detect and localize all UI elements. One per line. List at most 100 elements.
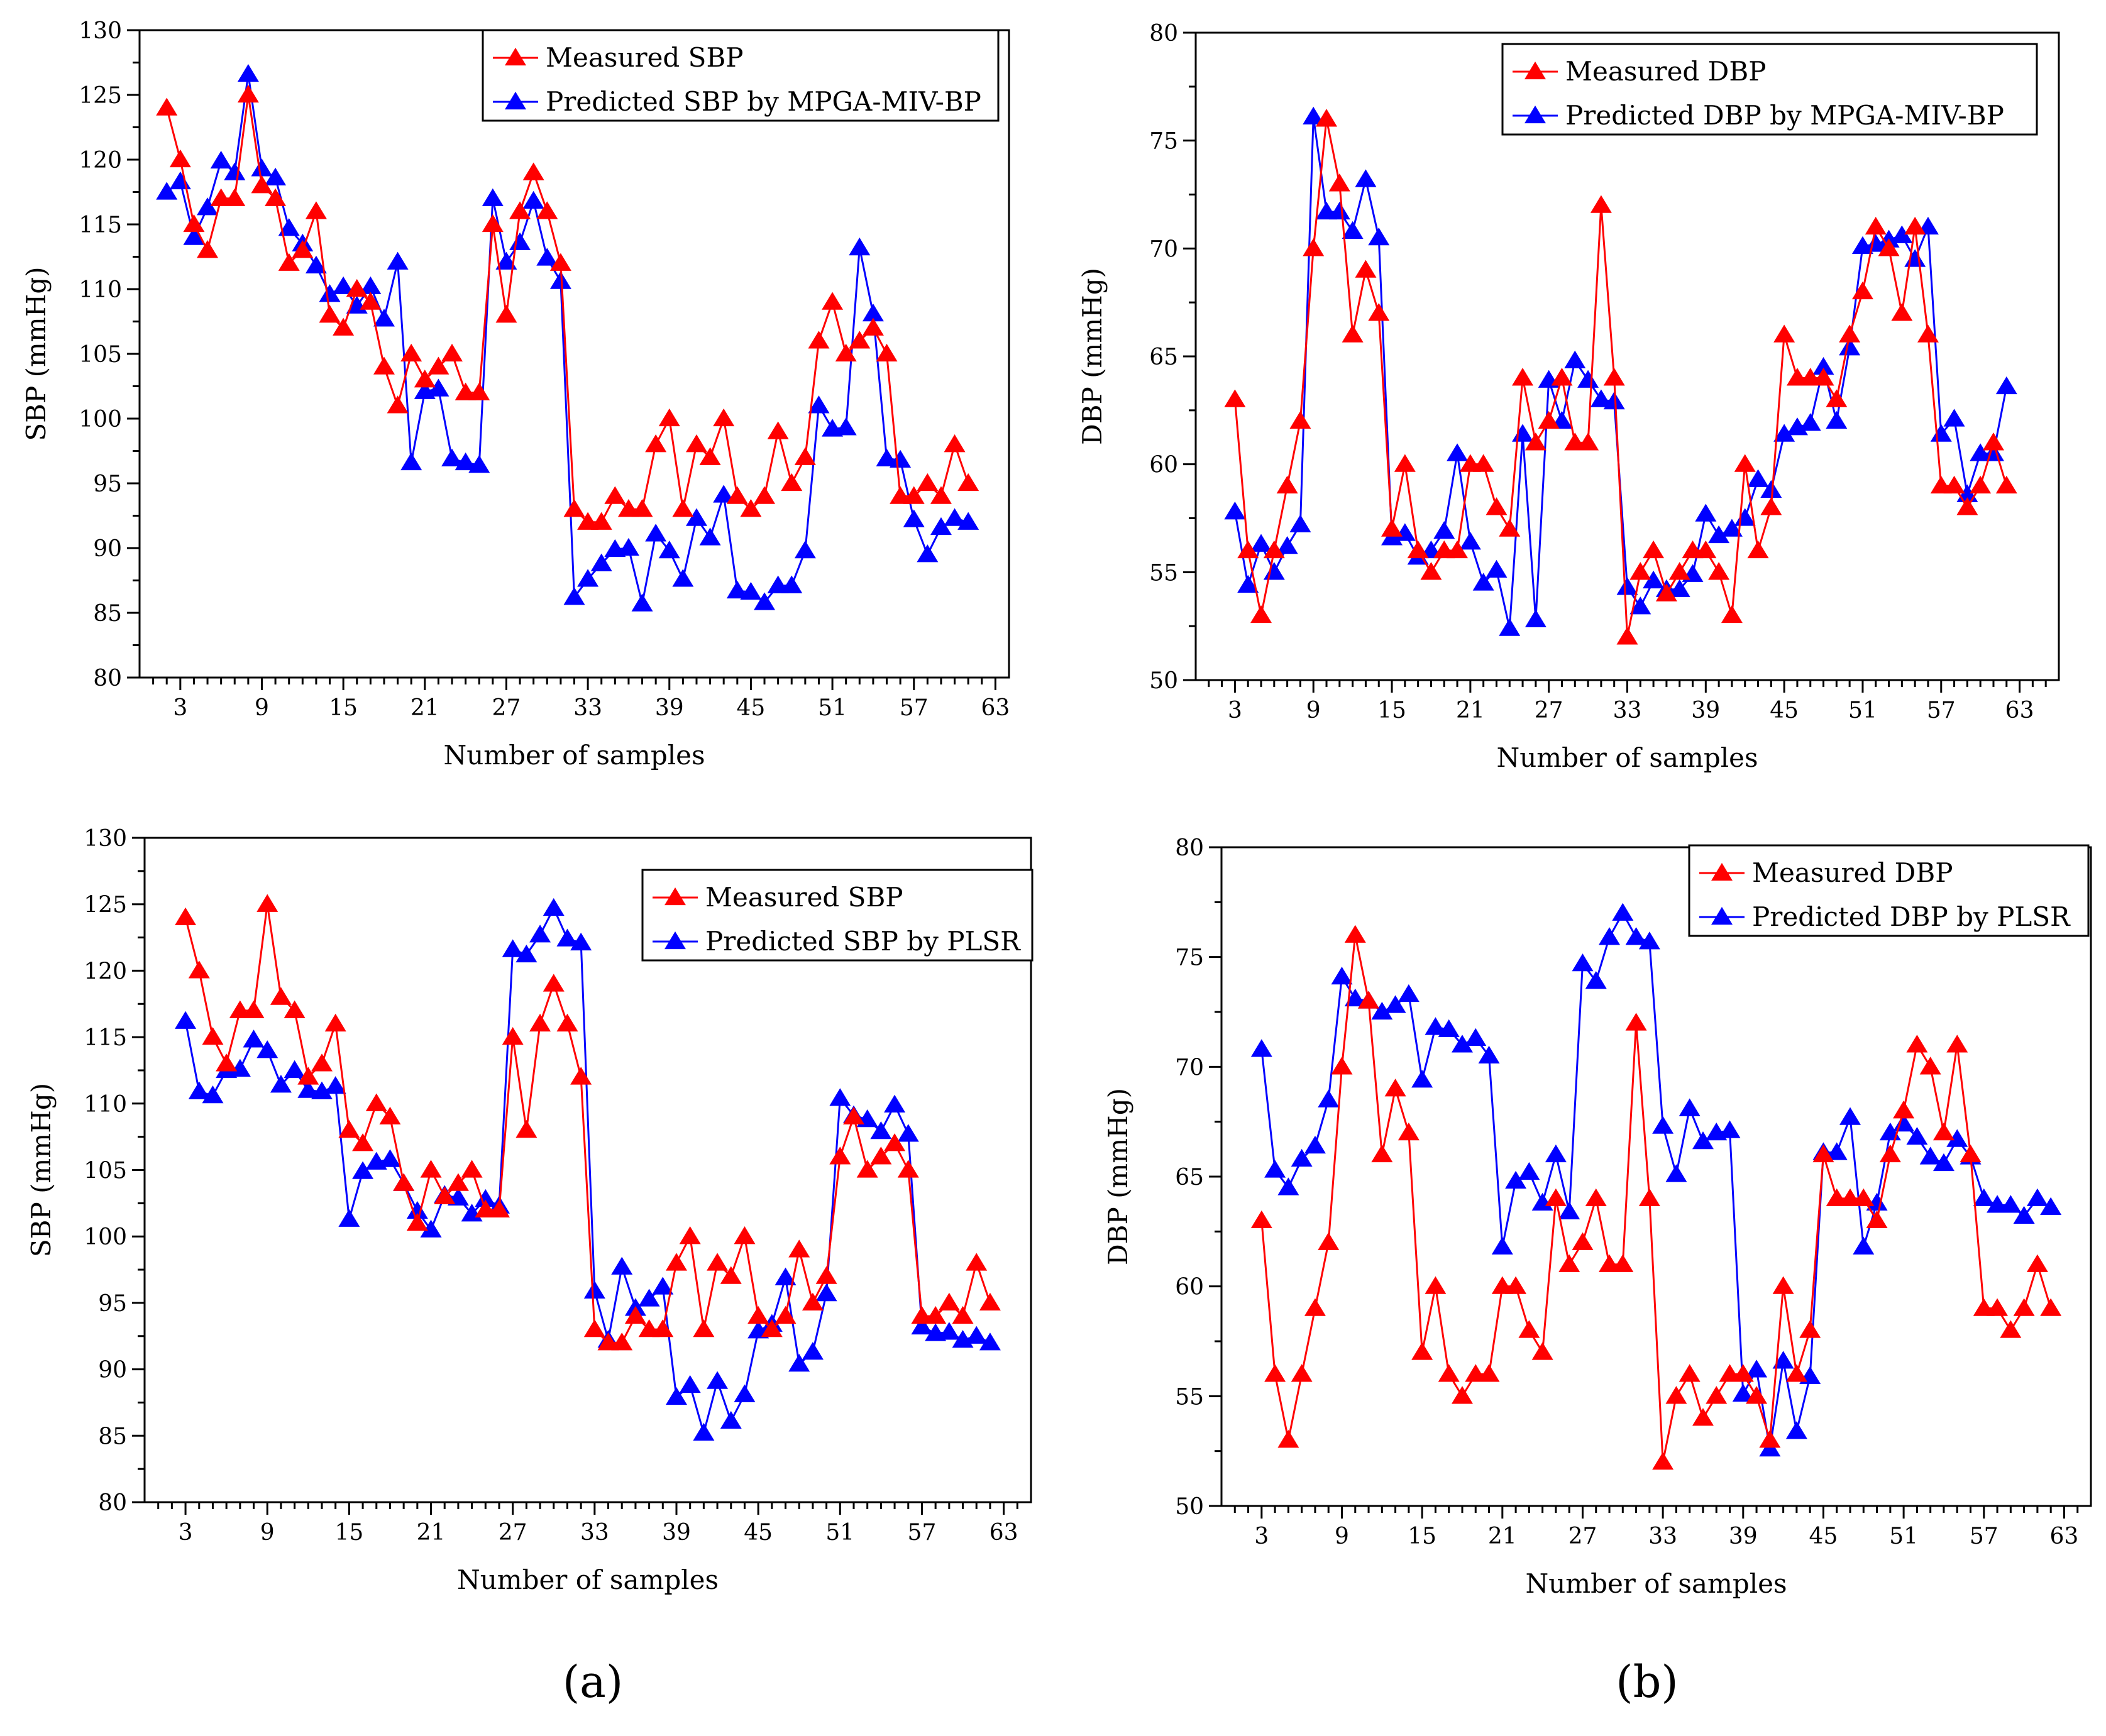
data-point — [502, 939, 524, 957]
y-tick-label: 100 — [84, 1224, 127, 1250]
data-point — [1491, 1276, 1513, 1294]
data-point — [455, 452, 477, 471]
data-point — [1328, 173, 1350, 192]
data-point — [237, 63, 259, 82]
data-point — [1799, 1320, 1821, 1338]
data-point — [197, 240, 219, 258]
y-tick-label: 120 — [79, 148, 122, 173]
y-tick-label: 95 — [93, 471, 122, 497]
data-point — [788, 1353, 810, 1372]
data-point — [1960, 1144, 1982, 1163]
data-point — [1982, 443, 2004, 461]
data-point — [884, 1133, 906, 1151]
data-point — [251, 175, 273, 194]
y-tick-label: 105 — [79, 342, 122, 368]
x-tick-label: 3 — [173, 695, 187, 721]
data-point — [1812, 1144, 1834, 1163]
data-point — [1629, 562, 1651, 580]
data-point — [658, 540, 680, 559]
data-point — [1973, 1298, 1995, 1316]
y-tick-label: 75 — [1149, 129, 1178, 155]
data-point — [713, 408, 735, 427]
data-point — [583, 1319, 605, 1338]
data-point — [1328, 201, 1350, 220]
legend-marker — [664, 887, 686, 906]
x-tick-label: 63 — [2050, 1524, 2079, 1549]
data-point — [1572, 1232, 1594, 1250]
x-tick-label: 21 — [1456, 698, 1485, 723]
data-point — [420, 1160, 442, 1178]
data-point — [346, 278, 368, 297]
x-tick-label: 3 — [1228, 698, 1242, 723]
data-point — [210, 188, 232, 206]
x-tick-label: 39 — [655, 695, 684, 721]
x-tick-label: 21 — [417, 1520, 446, 1546]
y-tick-label: 125 — [84, 893, 127, 918]
data-point — [522, 162, 544, 180]
data-point — [666, 1253, 687, 1271]
data-point — [570, 932, 592, 951]
data-point — [617, 499, 639, 517]
data-point — [379, 1106, 401, 1125]
data-point — [202, 1026, 224, 1045]
data-point — [1558, 1254, 1580, 1272]
x-tick-label: 3 — [1254, 1524, 1269, 1549]
data-point — [1839, 1188, 1861, 1207]
data-point — [794, 540, 816, 559]
data-point — [1355, 260, 1377, 278]
data-point — [699, 527, 721, 546]
data-point — [1655, 583, 1677, 602]
data-point — [1906, 1035, 1928, 1053]
y-tick-label: 80 — [98, 1490, 127, 1516]
data-point — [502, 1026, 524, 1045]
data-point — [183, 214, 205, 233]
y-tick-label: 125 — [79, 83, 122, 109]
y-axis-title: SBP (mmHg) — [26, 1083, 57, 1257]
data-point — [1906, 1126, 1928, 1145]
data-point — [1946, 1035, 1968, 1053]
data-point — [2000, 1195, 2022, 1213]
data-point — [441, 343, 463, 362]
data-point — [754, 592, 776, 610]
data-point — [1425, 1017, 1447, 1035]
x-tick-label: 15 — [334, 1520, 363, 1546]
data-point — [2040, 1298, 2062, 1316]
data-point — [1433, 520, 1455, 539]
data-point — [482, 214, 504, 233]
x-tick-label: 39 — [662, 1520, 691, 1546]
x-tick-label: 21 — [411, 695, 439, 721]
data-point — [333, 276, 355, 294]
data-point — [726, 580, 748, 599]
y-tick-label: 65 — [1149, 344, 1178, 370]
data-point — [1577, 432, 1599, 451]
data-point — [536, 201, 558, 219]
data-point — [1772, 1276, 1794, 1294]
data-point — [1773, 424, 1795, 442]
data-point — [243, 1000, 265, 1018]
data-point — [658, 408, 680, 427]
x-tick-label: 45 — [737, 695, 766, 721]
data-point — [1344, 988, 1366, 1007]
data-point — [175, 907, 197, 925]
data-point — [495, 251, 517, 270]
data-point — [515, 1119, 538, 1138]
data-point — [1551, 368, 1573, 386]
y-axis-title: DBP (mmHg) — [1103, 1088, 1133, 1265]
data-point — [1826, 1142, 1848, 1160]
data-point — [1772, 1351, 1794, 1369]
data-point — [1411, 1070, 1433, 1088]
data-point — [1638, 931, 1660, 950]
data-point — [1643, 570, 1665, 589]
data-point — [1904, 216, 1926, 235]
data-point — [1304, 1298, 1326, 1316]
panel-label-a: (a) — [563, 1656, 623, 1708]
x-tick-label: 27 — [1568, 1524, 1597, 1549]
data-point — [270, 987, 292, 1005]
data-point — [455, 382, 477, 400]
data-point — [577, 569, 599, 587]
y-tick-label: 110 — [84, 1092, 127, 1118]
data-point — [536, 248, 558, 266]
y-tick-label: 50 — [1149, 668, 1178, 694]
data-point — [1291, 1148, 1313, 1167]
data-point — [338, 1119, 360, 1138]
